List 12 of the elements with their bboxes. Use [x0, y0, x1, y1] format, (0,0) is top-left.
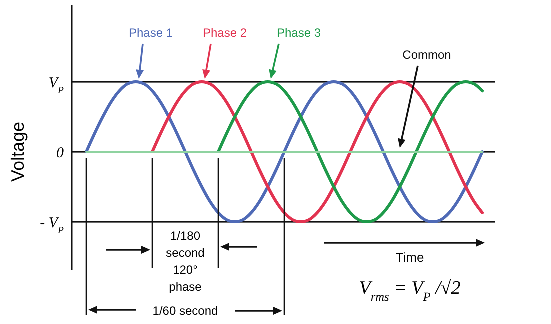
text: V$_{rms}$ = V$_{P}$ /√2 — [359, 278, 462, 304]
text: Phase 3 — [276, 26, 322, 40]
text: 1/60 second — [152, 304, 218, 318]
text: Common — [402, 48, 452, 62]
ref-line-label: 0 — [56, 145, 64, 162]
text: Phase 2 — [202, 26, 248, 40]
text: Phase 1 — [128, 26, 174, 40]
ref-line-label: V$_{P}$ — [48, 75, 64, 96]
y-axis-title: Voltage — [8, 122, 28, 182]
ref-line-label: - V$_{P}$ — [40, 215, 64, 236]
x-axis-title: Time — [396, 250, 424, 265]
text: 1/180 second 120° phase — [166, 229, 205, 294]
